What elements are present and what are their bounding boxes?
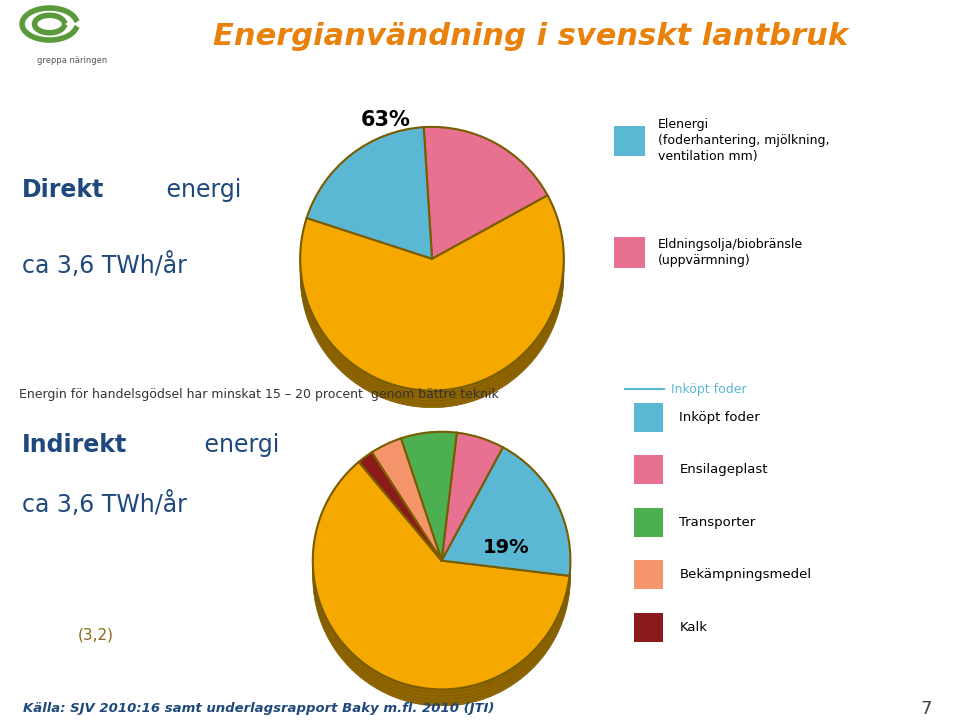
FancyBboxPatch shape	[614, 237, 645, 268]
Wedge shape	[401, 438, 457, 567]
FancyBboxPatch shape	[634, 613, 663, 641]
Wedge shape	[300, 195, 564, 390]
Text: Ensilageplast: Ensilageplast	[680, 463, 768, 476]
Wedge shape	[300, 205, 564, 401]
Wedge shape	[306, 138, 432, 269]
Wedge shape	[372, 438, 442, 561]
Wedge shape	[359, 469, 442, 577]
Text: 19%: 19%	[483, 538, 529, 557]
Wedge shape	[442, 446, 503, 574]
Wedge shape	[442, 436, 503, 564]
Text: Bekämpningsmedel: Bekämpningsmedel	[680, 568, 811, 581]
FancyBboxPatch shape	[614, 125, 645, 156]
Wedge shape	[300, 202, 564, 397]
Wedge shape	[442, 447, 570, 576]
Wedge shape	[306, 144, 432, 276]
Wedge shape	[313, 475, 569, 703]
Wedge shape	[359, 466, 442, 574]
Wedge shape	[442, 454, 570, 582]
FancyBboxPatch shape	[634, 508, 663, 537]
Text: Direkt: Direkt	[22, 178, 105, 202]
Wedge shape	[300, 209, 564, 404]
Wedge shape	[372, 452, 442, 574]
Wedge shape	[359, 452, 442, 561]
Wedge shape	[442, 440, 503, 567]
Text: Energianvändning i svenskt lantbruk: Energianvändning i svenskt lantbruk	[213, 22, 849, 51]
Wedge shape	[372, 455, 442, 577]
Wedge shape	[300, 195, 564, 390]
Wedge shape	[423, 144, 547, 276]
Wedge shape	[401, 432, 457, 561]
Text: energi: energi	[159, 178, 242, 202]
Wedge shape	[401, 445, 457, 574]
Wedge shape	[313, 478, 569, 706]
Wedge shape	[401, 435, 457, 564]
Wedge shape	[313, 465, 569, 693]
Wedge shape	[306, 141, 432, 272]
Wedge shape	[442, 464, 570, 593]
Text: Inköpt foder: Inköpt foder	[671, 383, 747, 396]
Wedge shape	[442, 461, 570, 589]
Text: Inköpt foder: Inköpt foder	[680, 411, 760, 424]
Text: Källa: SJV 2010:16 samt underlagsrapport Baky m.fl. 2010 (JTI): Källa: SJV 2010:16 samt underlagsrapport…	[23, 703, 494, 716]
Wedge shape	[423, 127, 547, 258]
Wedge shape	[442, 449, 503, 577]
Wedge shape	[306, 134, 432, 266]
Wedge shape	[313, 462, 569, 689]
Wedge shape	[300, 213, 564, 408]
Wedge shape	[306, 130, 432, 262]
Wedge shape	[442, 447, 570, 576]
Wedge shape	[423, 137, 547, 269]
Wedge shape	[401, 442, 457, 571]
Wedge shape	[423, 134, 547, 266]
Text: 7: 7	[921, 700, 932, 718]
Text: Eldningsolja/biobränsle
(uppvärmning): Eldningsolja/biobränsle (uppvärmning)	[658, 238, 804, 267]
Text: Transporter: Transporter	[680, 515, 756, 529]
Wedge shape	[423, 127, 547, 258]
Wedge shape	[442, 443, 503, 571]
Text: Indirekt: Indirekt	[22, 433, 128, 457]
Wedge shape	[313, 462, 569, 689]
Text: ca 3,6 TWh/år: ca 3,6 TWh/år	[22, 491, 187, 518]
Wedge shape	[359, 459, 442, 567]
Wedge shape	[401, 448, 457, 577]
Wedge shape	[442, 432, 503, 561]
Wedge shape	[372, 445, 442, 567]
Wedge shape	[442, 457, 570, 586]
Text: 63%: 63%	[361, 111, 411, 130]
Text: Kalk: Kalk	[680, 620, 708, 633]
Wedge shape	[359, 462, 442, 571]
Wedge shape	[423, 141, 547, 272]
Wedge shape	[372, 442, 442, 564]
Text: (3,2): (3,2)	[78, 628, 114, 643]
Wedge shape	[372, 448, 442, 571]
Wedge shape	[423, 130, 547, 262]
Wedge shape	[300, 199, 564, 394]
Wedge shape	[306, 127, 432, 258]
FancyBboxPatch shape	[634, 403, 663, 432]
Wedge shape	[359, 456, 442, 564]
Wedge shape	[442, 451, 570, 579]
Wedge shape	[306, 127, 432, 258]
Text: Elenergi
(foderhantering, mjölkning,
ventilation mm): Elenergi (foderhantering, mjölkning, ven…	[658, 118, 829, 163]
Wedge shape	[372, 438, 442, 561]
FancyBboxPatch shape	[634, 561, 663, 589]
Wedge shape	[359, 452, 442, 561]
Wedge shape	[442, 432, 503, 561]
Text: energi: energi	[197, 433, 279, 457]
FancyBboxPatch shape	[634, 456, 663, 484]
Wedge shape	[313, 469, 569, 696]
Text: Energin för handelsgödsel har minskat 15 – 20 procent  genom bättre teknik: Energin för handelsgödsel har minskat 15…	[19, 389, 498, 401]
Text: ca 3,6 TWh/år: ca 3,6 TWh/år	[22, 252, 187, 278]
Text: greppa näringen: greppa näringen	[36, 56, 108, 65]
Wedge shape	[313, 472, 569, 700]
Wedge shape	[401, 432, 457, 561]
